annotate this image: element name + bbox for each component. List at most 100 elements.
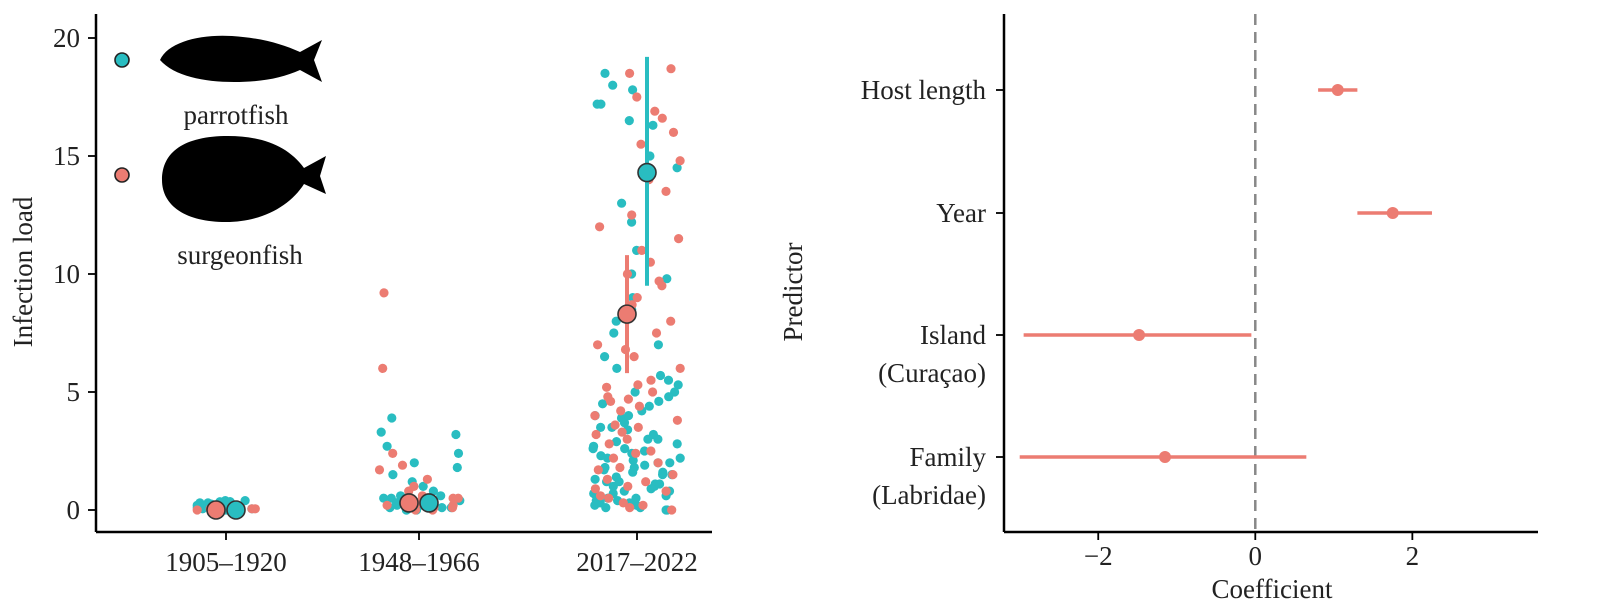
- surgeonfish-data-point: [646, 375, 656, 385]
- surgeonfish-data-point: [378, 363, 388, 373]
- surgeonfish-data-point: [247, 504, 257, 514]
- surgeonfish-data-point: [591, 429, 601, 440]
- predictor-label: (Curaçao): [878, 358, 986, 388]
- parrotfish-data-point: [664, 392, 674, 402]
- surgeonfish-data-point: [646, 446, 656, 456]
- parrotfish-data-point: [601, 503, 611, 513]
- parrotfish-data-point: [646, 484, 656, 494]
- parrotfish-data-point: [600, 352, 610, 362]
- surgeonfish-data-point: [629, 352, 639, 362]
- surgeonfish-data-point: [618, 498, 628, 508]
- parrotfish-silhouette-icon: [160, 35, 322, 82]
- parrotfish-data-point: [382, 441, 392, 451]
- surgeonfish-data-point: [661, 186, 671, 196]
- x-axis-ticks: 1905–1920 1948–1966 2017–2022: [165, 532, 698, 577]
- surgeonfish-data-point: [448, 500, 458, 510]
- parrotfish-data-point: [240, 496, 250, 506]
- parrotfish-data-point: [665, 458, 675, 468]
- legend-label-parrotfish: parrotfish: [184, 100, 289, 130]
- surgeonfish-data-point: [595, 222, 605, 232]
- parrotfish-data-point: [596, 422, 606, 432]
- parrotfish-data-point: [653, 434, 663, 444]
- parrotfish-data-point: [631, 493, 641, 503]
- surgeonfish-data-point: [653, 458, 663, 468]
- surgeonfish-data-point: [661, 486, 671, 496]
- surgeonfish-data-point: [604, 493, 614, 503]
- surgeonfish-data-point: [657, 281, 667, 291]
- parrotfish-data-point: [628, 467, 638, 477]
- parrotfish-data-point: [612, 363, 622, 373]
- parrotfish-data-point: [376, 427, 386, 437]
- surgeonfish-data-point: [606, 396, 616, 406]
- coefficient-estimate-point: [1386, 207, 1399, 219]
- parrotfish-data-point: [592, 99, 602, 109]
- parrotfish-data-point: [617, 198, 627, 208]
- parrotfish-data-point: [672, 439, 682, 449]
- coefficient-panel: Predictor Host length Year Island (Curaçao)…: [778, 14, 1538, 600]
- parrotfish-data-point: [609, 328, 619, 338]
- x-tick-label: 1948–1966: [358, 547, 480, 577]
- surgeonfish-data-point: [453, 493, 463, 503]
- surgeonfish-data-point: [388, 448, 398, 458]
- parrotfish-mean-marker: [419, 493, 439, 513]
- parrotfish-data-point: [673, 380, 683, 390]
- predictor-labels: Host length Year Island (Curaçao) Family (Lab…: [861, 75, 1004, 510]
- surgeonfish-data-point: [617, 427, 627, 437]
- predictor-label: Year: [936, 198, 986, 228]
- y-axis-ticks: 0 5 10 15 20: [53, 23, 96, 525]
- legend: parrotfish surgeonfish: [114, 35, 326, 270]
- surgeonfish-data-point: [666, 64, 676, 74]
- surgeonfish-data-point: [616, 406, 626, 416]
- x-tick-label: 2: [1406, 541, 1420, 571]
- parrotfish-data-point: [654, 396, 664, 406]
- x-tick-label: 1905–1920: [165, 547, 287, 577]
- parrotfish-data-point: [387, 413, 397, 423]
- parrotfish-data-point: [655, 479, 665, 489]
- parrotfish-data-point: [643, 434, 653, 444]
- surgeonfish-data-point: [604, 439, 614, 449]
- parrotfish-data-point: [620, 444, 630, 454]
- y-tick-label: 20: [53, 23, 80, 53]
- raw-data-points: [192, 64, 685, 515]
- surgeonfish-data-point: [650, 106, 660, 116]
- surgeonfish-data-point: [602, 382, 612, 392]
- y-tick-label: 5: [67, 377, 81, 407]
- surgeonfish-data-point: [379, 288, 389, 298]
- y-axis-title-infection-load: Infection load: [8, 196, 38, 347]
- parrotfish-data-point: [451, 429, 461, 440]
- surgeonfish-data-point: [590, 411, 600, 421]
- surgeonfish-data-point: [625, 68, 635, 78]
- parrotfish-data-point: [392, 498, 402, 508]
- parrotfish-data-point: [453, 448, 464, 458]
- coefficient-estimates: [1019, 84, 1432, 463]
- surgeonfish-data-point: [422, 474, 432, 484]
- parrotfish-data-point: [658, 470, 668, 480]
- parrotfish-data-point: [644, 401, 654, 411]
- parrotfish-data-point: [409, 458, 419, 468]
- x-tick-label: 2017–2022: [576, 547, 698, 577]
- parrotfish-data-point: [590, 474, 600, 484]
- surgeonfish-data-point: [648, 387, 658, 397]
- surgeonfish-data-point: [636, 139, 646, 149]
- parrotfish-data-point: [663, 375, 674, 385]
- parrotfish-data-point: [648, 120, 658, 130]
- parrotfish-data-point: [588, 444, 598, 454]
- group-means-with-intervals: [206, 56, 657, 520]
- surgeonfish-data-point: [192, 505, 202, 515]
- parrotfish-data-point: [675, 453, 685, 463]
- x-axis-title-coefficient: Coefficient: [1212, 574, 1333, 600]
- surgeonfish-data-point: [666, 316, 676, 326]
- parrotfish-mean-marker: [637, 162, 657, 183]
- surgeonfish-data-point: [651, 328, 662, 338]
- surgeonfish-data-point: [622, 434, 632, 444]
- legend-marker-surgeonfish: [114, 167, 130, 183]
- x-tick-label: 0: [1249, 541, 1263, 571]
- surgeonfish-data-point: [593, 340, 603, 350]
- parrotfish-data-point: [418, 481, 428, 491]
- parrotfish-mean-marker: [226, 500, 246, 520]
- parrotfish-data-point: [655, 370, 666, 381]
- surgeonfish-data-point: [595, 491, 606, 501]
- surgeonfish-data-point: [590, 484, 601, 494]
- y-tick-label: 10: [53, 259, 80, 289]
